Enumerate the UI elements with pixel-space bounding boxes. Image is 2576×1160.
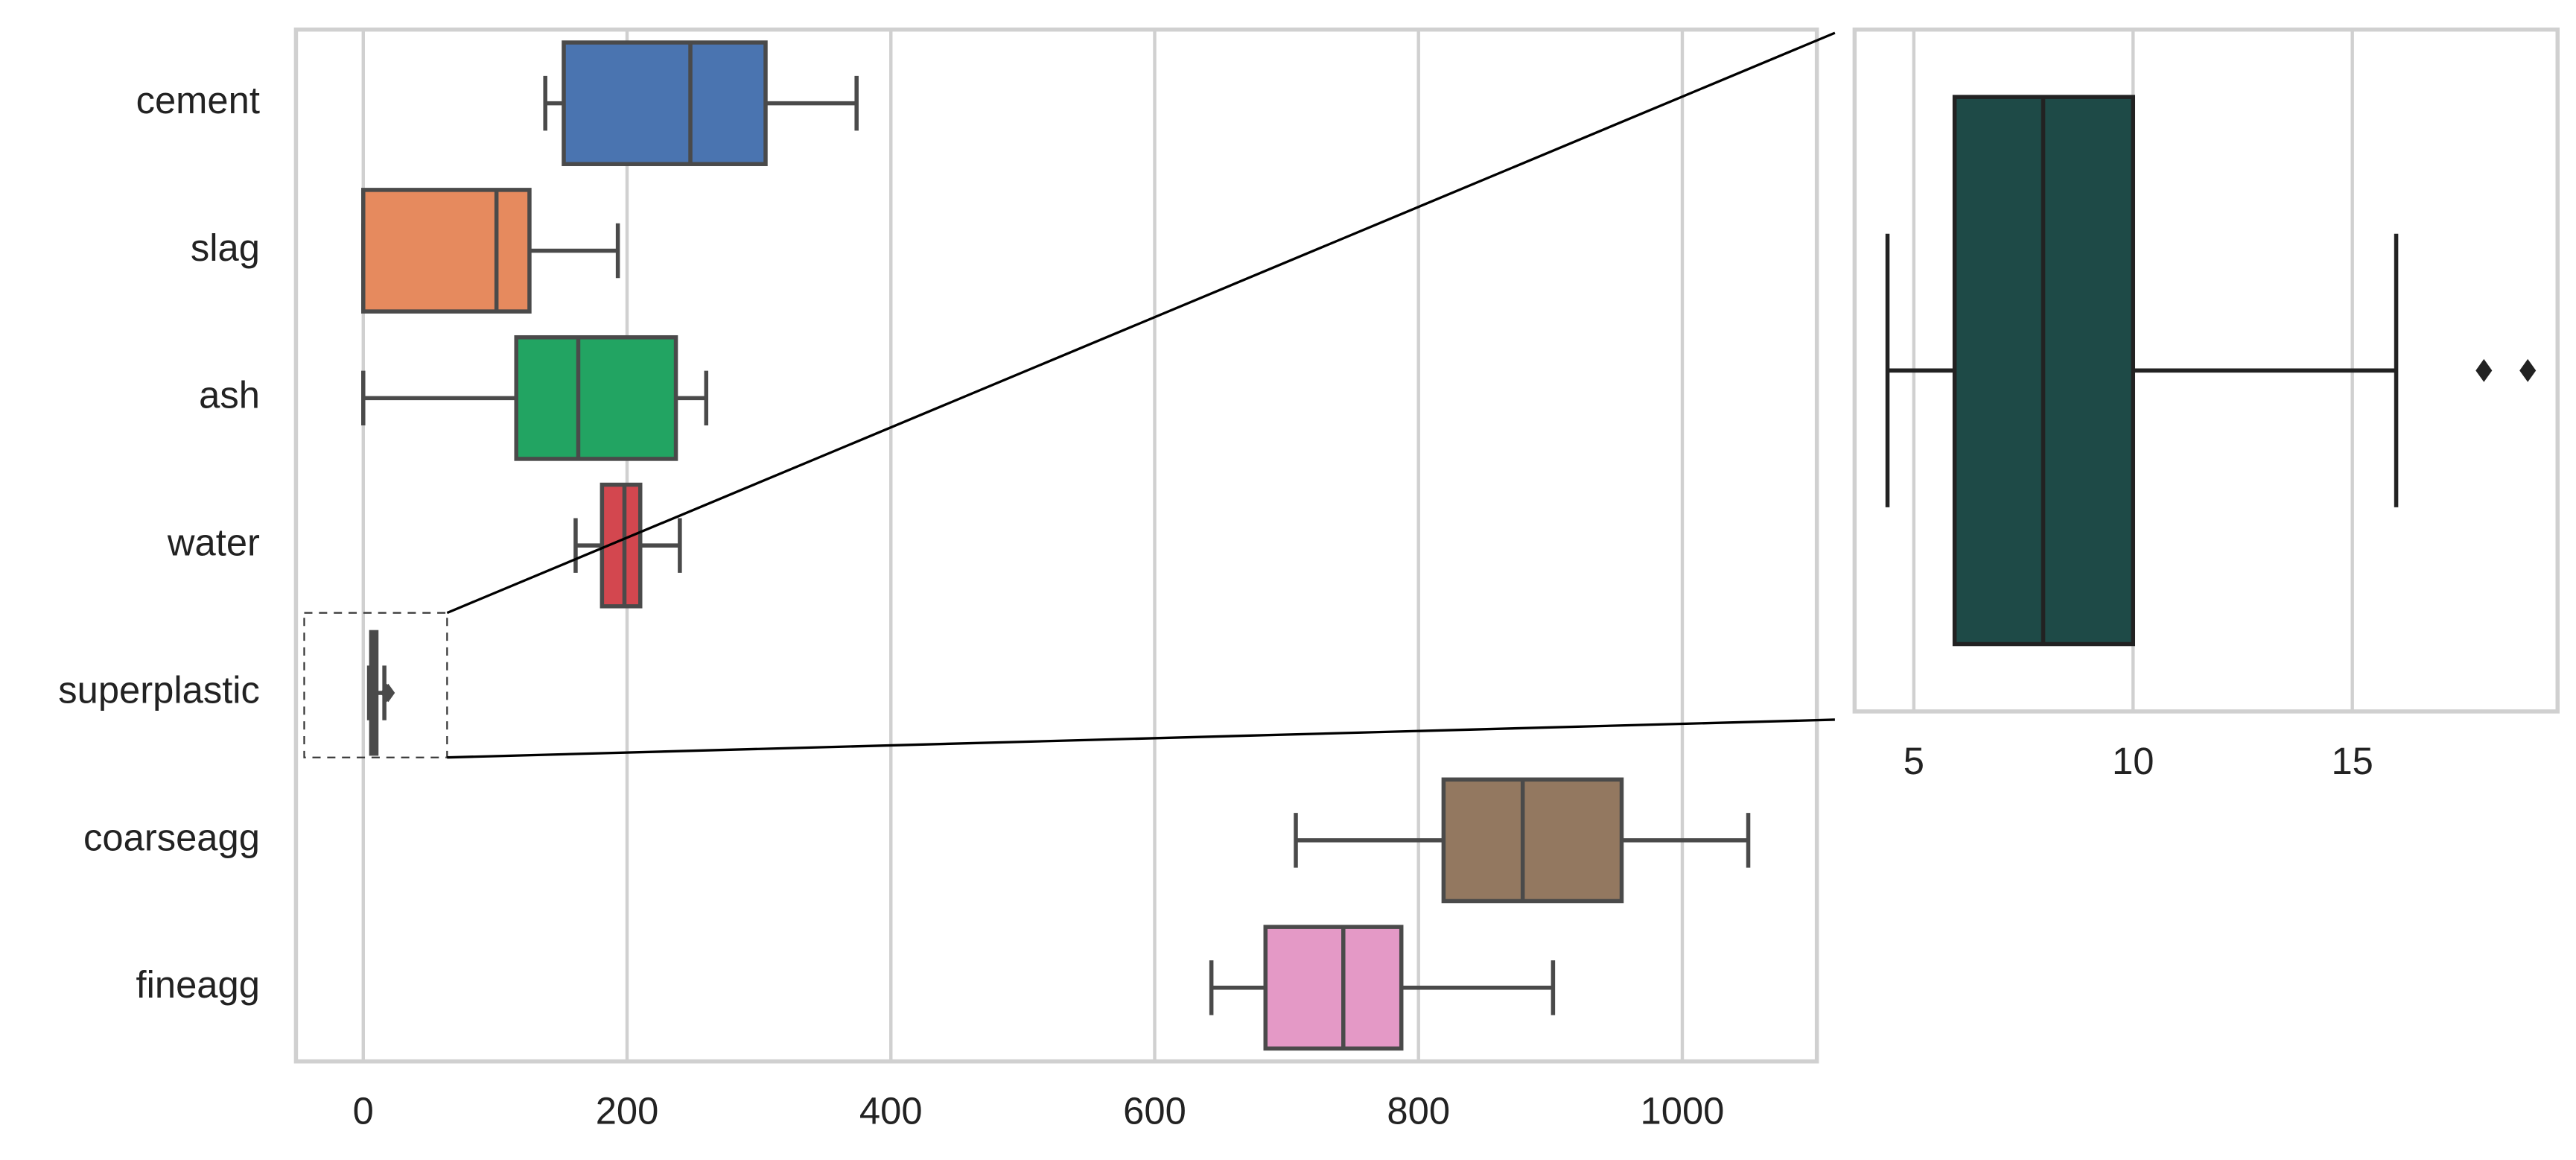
box	[1263, 925, 1404, 1051]
zoom-connector	[446, 31, 1836, 615]
box	[1441, 777, 1624, 904]
x-tick-label: 1000	[1641, 1090, 1725, 1132]
box	[562, 40, 768, 166]
y-tick-label: cement	[136, 79, 260, 121]
flier	[2519, 358, 2537, 382]
x-tick-label: 10	[2112, 740, 2154, 782]
x-tick-label: 600	[1123, 1090, 1186, 1132]
box	[600, 482, 643, 609]
plot-area: 5 10 15	[1852, 27, 2560, 782]
plot-area: 0 200 400 600 800 1000 cement slag ash water super…	[58, 27, 1819, 1132]
zoom-connector	[447, 718, 1835, 759]
x-tick-label: 400	[859, 1090, 923, 1132]
x-tick-label: 5	[1904, 740, 1924, 782]
y-tick-label: slag	[191, 226, 260, 269]
zoom-region	[303, 612, 448, 758]
x-tick-label: 0	[353, 1090, 374, 1132]
x-tick-label: 200	[596, 1090, 659, 1132]
y-tick-label: superplastic	[58, 668, 260, 711]
y-tick-label: ash	[199, 374, 260, 416]
x-tick-label: 800	[1387, 1090, 1450, 1132]
x-tick-label: 15	[2331, 740, 2373, 782]
y-tick-label: fineagg	[136, 963, 260, 1006]
y-tick-label: coarseagg	[83, 816, 260, 858]
plot-frame	[1852, 27, 2560, 714]
y-tick-label: water	[167, 522, 260, 564]
plot-frame	[293, 27, 1819, 1064]
box	[361, 188, 532, 314]
box	[514, 335, 678, 461]
